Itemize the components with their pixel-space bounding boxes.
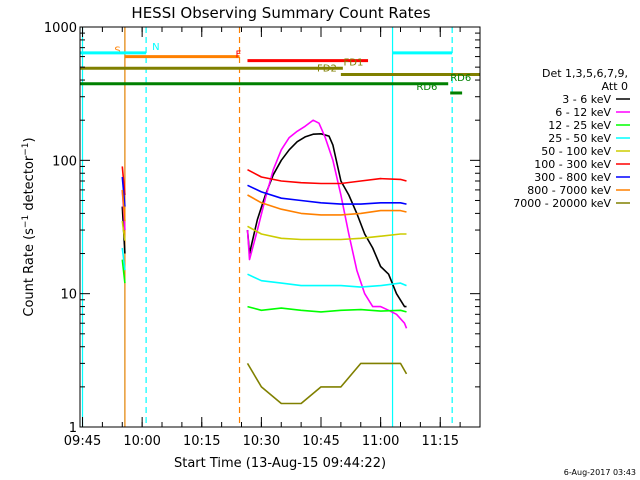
- legend-label-3-6-kev: 3 - 6 keV: [562, 93, 611, 106]
- flag-label-n: N: [152, 42, 159, 53]
- series-line-25-50-kev: [121, 247, 126, 271]
- y-tick-label: 1: [69, 421, 77, 436]
- y-axis-label-sup1: −1: [21, 215, 31, 228]
- flag-bars: S N F FD1 FD2 RD6 RD6: [80, 42, 480, 95]
- series-line-300-800-kev: [121, 176, 126, 207]
- series-line-100-300-kev: [121, 166, 126, 196]
- y-axis-label-end: ): [22, 137, 37, 142]
- legend-label-300-800-kev: 300 - 800 keV: [534, 171, 611, 184]
- x-tick-label: 10:45: [302, 434, 339, 449]
- legend-label-6-12-kev: 6 - 12 keV: [555, 106, 611, 119]
- series-line-800-7000-kev: [121, 189, 126, 222]
- plot-frame: [79, 26, 481, 428]
- series-line-12-25-kev: [121, 259, 126, 284]
- series-line-100-300-kev: [247, 168, 407, 185]
- x-axis-label: Start Time (13-Aug-15 09:44:22): [174, 456, 386, 471]
- legend-label-100-300-kev: 100 - 300 keV: [534, 158, 611, 171]
- y-tick-label: 100: [52, 154, 77, 169]
- flag-label-fd1: FD1: [344, 57, 364, 68]
- x-tick-label: 10:00: [123, 434, 160, 449]
- x-tick-label: 09:45: [64, 434, 101, 449]
- x-tick-label: 10:30: [243, 434, 280, 449]
- flag-label-rd6: RD6: [450, 73, 471, 84]
- y-tick-label: 1000: [44, 21, 77, 36]
- legend-header: Det 1,3,5,6,7,9,: [542, 67, 628, 80]
- flag-label-f: F: [236, 50, 242, 61]
- series-line-300-800-kev: [247, 184, 407, 205]
- axes: 1 10 100 1000 09:45 10:00 10:15 10:30 10:45 11:00…: [44, 21, 481, 449]
- series-line-3-6-kev: [246, 133, 407, 308]
- x-tick-label: 10:15: [183, 434, 220, 449]
- legend-label-50-100-kev: 50 - 100 keV: [541, 145, 611, 158]
- series-line-50-100-kev: [121, 220, 126, 241]
- series-line-800-7000-kev: [247, 194, 407, 216]
- series-line-7000-20000-kev: [246, 362, 408, 405]
- timestamp: 6-Aug-2017 03:43: [564, 468, 636, 477]
- chart-title: HESSI Observing Summary Count Rates: [131, 4, 430, 22]
- flag-label-rd6: RD6: [416, 82, 437, 93]
- y-axis-label-sup2: −1: [21, 142, 31, 155]
- legend-header: Att 0: [602, 80, 628, 93]
- y-tick-label: 10: [60, 288, 77, 303]
- legend-label-800-7000-kev: 800 - 7000 keV: [527, 184, 611, 197]
- flag-label-fd2: FD2: [317, 64, 337, 75]
- legend-label-12-25-kev: 12 - 25 keV: [548, 119, 611, 132]
- y-axis-label: Count Rate (s−1 detector−1): [21, 137, 37, 316]
- series-group: [121, 119, 408, 405]
- series-line-25-50-kev: [247, 273, 407, 288]
- x-tick-label: 11:15: [422, 434, 459, 449]
- series-line-6-12-kev: [246, 119, 408, 329]
- series-line-12-25-kev: [247, 305, 407, 313]
- vertical-markers: [81, 27, 453, 427]
- x-tick-label: 11:00: [362, 434, 399, 449]
- legend-label-25-50-kev: 25 - 50 keV: [548, 132, 611, 145]
- legend-label-7000-20000-kev: 7000 - 20000 keV: [513, 197, 611, 210]
- y-axis-label-mid: detector: [22, 155, 37, 215]
- y-axis-label-main: Count Rate (s: [22, 228, 37, 317]
- series-line-50-100-kev: [247, 225, 407, 241]
- flag-label-s: S: [114, 46, 120, 57]
